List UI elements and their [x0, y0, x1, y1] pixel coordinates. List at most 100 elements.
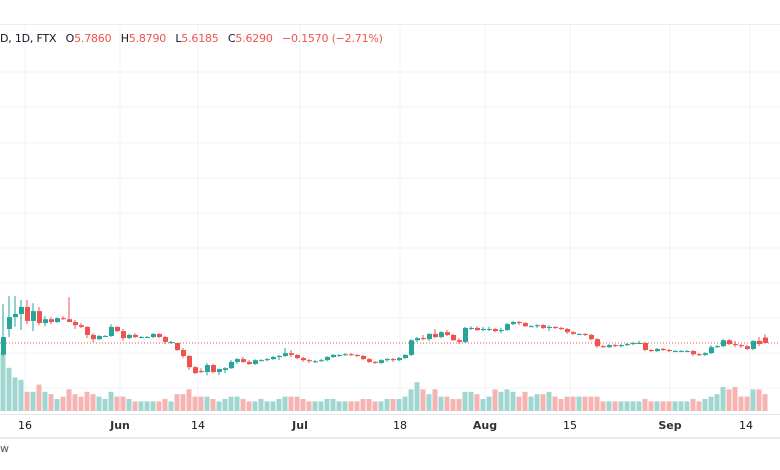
candle-body — [271, 357, 276, 360]
volume-bar — [654, 401, 660, 411]
candle-body — [415, 338, 420, 341]
candle-body — [253, 360, 258, 364]
volume-bar — [660, 401, 666, 411]
volume-bar — [102, 399, 108, 411]
volume-bar — [324, 399, 330, 411]
time-axis-label: 15 — [563, 419, 577, 432]
volume-bar — [288, 396, 294, 411]
candle-body — [403, 354, 408, 359]
volume-bar — [486, 396, 492, 411]
candle-body — [421, 338, 426, 340]
volume-bar — [150, 401, 156, 411]
change-value: −0.1570 (−2.71%) — [281, 32, 383, 45]
volume-bar — [750, 389, 756, 411]
volume-bar — [612, 401, 618, 411]
candle-body — [499, 330, 504, 332]
volume-bar — [300, 399, 306, 411]
high-value: 5.8790 — [128, 32, 167, 45]
volume-bar — [270, 401, 276, 411]
candle-body — [589, 334, 594, 340]
volume-bar — [744, 396, 750, 411]
volume-bar — [78, 396, 84, 411]
volume-bar — [396, 399, 402, 411]
volume-bar — [174, 394, 180, 411]
candle-body — [211, 365, 216, 373]
candle-body — [385, 359, 390, 361]
open-value: 5.7860 — [74, 32, 112, 45]
volume-bar — [678, 401, 684, 411]
volume-bar — [570, 396, 576, 411]
high-label: H — [120, 32, 129, 45]
volume-bar — [564, 396, 570, 411]
volume-bar — [90, 394, 96, 411]
volume-bar — [468, 391, 474, 411]
volume-bar — [672, 401, 678, 411]
volume-bar — [456, 399, 462, 411]
volume-bar — [426, 394, 432, 411]
candle-body — [301, 358, 306, 361]
candle-body — [505, 324, 510, 331]
candle-body — [151, 333, 156, 338]
time-axis[interactable]: 16 Jun 14 Jul 18 Aug 15 Sep 14 — [0, 414, 780, 439]
candle-body — [475, 327, 480, 331]
volume-bar — [696, 401, 702, 411]
symbol-label: D, 1D, FTX — [0, 32, 57, 45]
candle-body — [163, 337, 168, 342]
candle-body — [307, 360, 312, 362]
price-chart[interactable] — [0, 0, 780, 414]
candle-body — [265, 359, 270, 361]
candle-body — [205, 365, 210, 373]
volume-bar — [60, 396, 66, 411]
candle-body — [679, 351, 684, 353]
candle-body — [763, 337, 768, 344]
candle-body — [355, 354, 360, 356]
candle-body — [319, 360, 324, 362]
candle-body — [157, 333, 162, 338]
volume-bar — [588, 396, 594, 411]
volume-bar — [732, 387, 738, 411]
volume-bar — [372, 401, 378, 411]
candle-body — [295, 354, 300, 359]
candle-body — [1, 337, 6, 355]
candle-body — [535, 325, 540, 327]
time-axis-label: Jul — [292, 419, 308, 432]
candle-body — [67, 319, 72, 322]
volume-bar — [228, 396, 234, 411]
candle-body — [349, 354, 354, 356]
volume-bar — [642, 399, 648, 411]
candle-body — [145, 337, 150, 339]
candle-body — [667, 350, 672, 352]
time-axis-label: 14 — [191, 419, 205, 432]
volume-bar — [480, 399, 486, 411]
candle-body — [727, 340, 732, 345]
candle-body — [451, 334, 456, 341]
volume-bar — [552, 396, 558, 411]
candle-body — [733, 344, 738, 346]
candle-body — [631, 343, 636, 345]
volume-bar — [606, 401, 612, 411]
volume-bar — [216, 401, 222, 411]
volume-bar — [666, 401, 672, 411]
volume-bar — [630, 401, 636, 411]
volume-bar — [756, 389, 762, 411]
volume-bar — [402, 396, 408, 411]
candle-body — [379, 360, 384, 363]
volume-bar — [168, 401, 174, 411]
volume-bar — [234, 396, 240, 411]
ohlc-legend: D, 1D, FTX O5.7860 H5.8790 L5.6185 C5.62… — [0, 32, 383, 45]
candle-body — [409, 340, 414, 355]
time-axis-label: Sep — [658, 419, 682, 432]
candle-body — [193, 367, 198, 374]
candle-body — [739, 345, 744, 347]
candle-body — [79, 325, 84, 327]
volume-bar — [726, 389, 732, 411]
candle-body — [469, 327, 474, 329]
volume-bar — [306, 401, 312, 411]
volume-bar — [600, 401, 606, 411]
candle-body — [25, 306, 30, 321]
candle-body — [259, 360, 264, 362]
volume-bar — [534, 394, 540, 411]
candle-body — [97, 336, 102, 340]
candle-body — [703, 353, 708, 355]
